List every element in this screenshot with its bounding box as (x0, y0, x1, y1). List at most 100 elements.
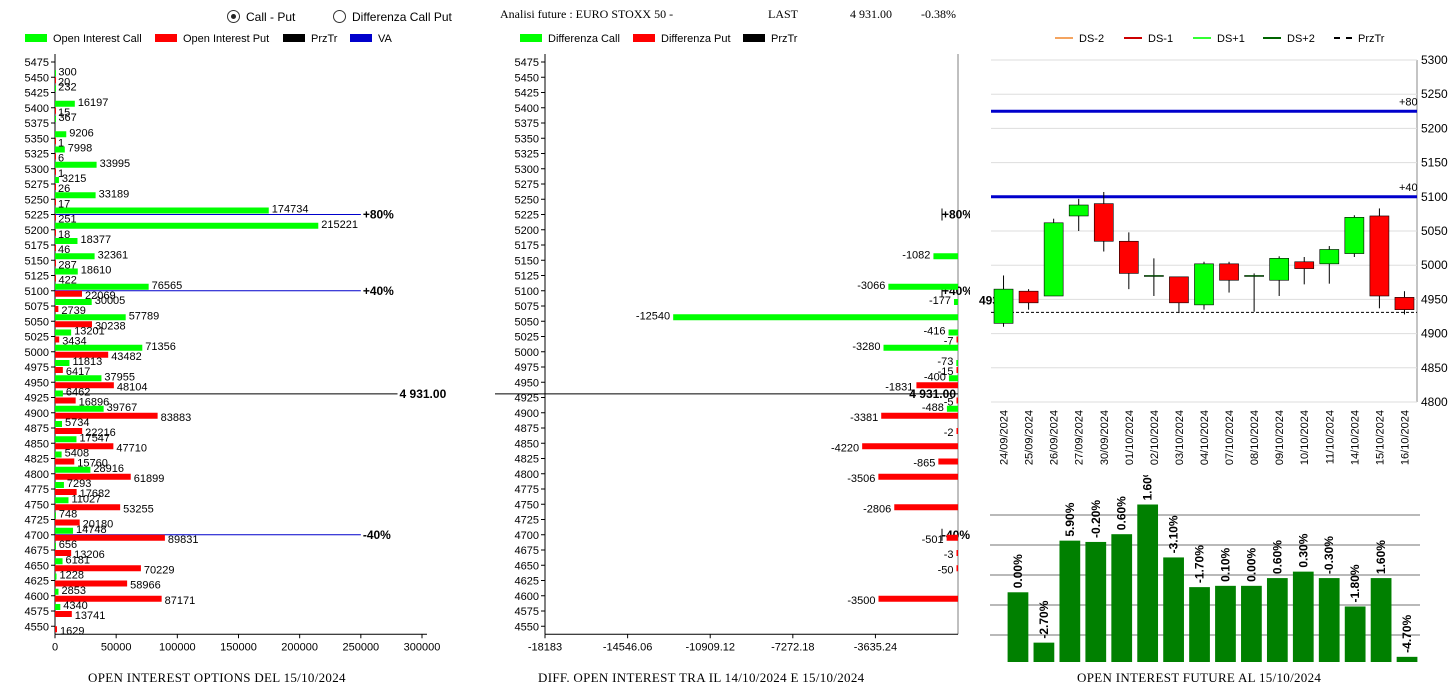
call-value-label: 748 (59, 509, 77, 521)
diff-put-bar (938, 458, 958, 465)
call-bar (55, 268, 78, 275)
strike-tick-label: 5125 (515, 271, 539, 283)
bar-value-label: 0.30% (1296, 533, 1310, 567)
strike-tick-label: 5000 (515, 347, 539, 359)
legend-label: Open Interest Call (53, 33, 142, 45)
legend-va: VA (350, 33, 392, 45)
put-value-label: 20180 (83, 519, 114, 531)
strike-tick-label: 4575 (25, 606, 49, 618)
call-bar (55, 116, 56, 122)
call-bar (55, 482, 64, 488)
legend-swatch (633, 34, 655, 42)
put-bar (55, 168, 56, 175)
put-bar (55, 443, 114, 450)
call-value-label: 3215 (62, 173, 86, 185)
strike-tick-label: 4725 (515, 515, 539, 527)
future-oi-bar (1370, 578, 1392, 662)
legend-label: VA (378, 33, 392, 45)
diff-value-label: -4220 (831, 442, 859, 454)
strike-tick-label: 4650 (25, 560, 49, 572)
x-tick-label: 50000 (101, 641, 132, 653)
price-tick-label: 5050 (1421, 224, 1448, 238)
oi-options-chart: 5475545054255400537553505325530052755250… (25, 54, 447, 653)
x-tick-label: 0 (52, 641, 58, 653)
put-bar (55, 580, 128, 587)
put-bar (55, 428, 83, 434)
diff-value-label: -501 (922, 534, 944, 546)
diff-put-bar (956, 367, 958, 373)
call-bar (55, 253, 95, 260)
call-value-label: 5734 (65, 417, 89, 429)
legend-ds-minus1: DS-1 (1124, 33, 1173, 45)
future-oi-bar (1215, 585, 1236, 662)
call-bar (55, 558, 63, 565)
put-value-label: 3434 (62, 336, 86, 348)
reference-label: +80% (942, 208, 970, 222)
diff-value-label: -177 (929, 295, 951, 307)
put-bar (55, 245, 56, 251)
put-bar (55, 153, 56, 160)
strike-tick-label: 5075 (25, 301, 49, 313)
radio-diff[interactable]: Differenza Call Put (333, 10, 452, 24)
call-value-label: 174734 (272, 204, 309, 216)
put-bar (55, 504, 121, 511)
level-label: +80 (1399, 96, 1418, 108)
x-tick-label: 200000 (281, 641, 318, 653)
candle-body (1319, 249, 1340, 265)
strike-tick-label: 4825 (515, 454, 539, 466)
call-bar (55, 588, 59, 595)
date-tick-label: 30/09/2024 (1099, 410, 1111, 465)
candle-body (1018, 290, 1039, 304)
call-value-label: 5408 (65, 448, 89, 460)
call-bar (55, 604, 61, 610)
date-tick-label: 10/10/2024 (1299, 410, 1311, 465)
strike-tick-label: 4725 (25, 515, 49, 527)
put-value-label: 46 (58, 244, 70, 256)
put-bar (55, 550, 72, 556)
diff-call-bar (933, 253, 958, 260)
diff-call-bar (948, 375, 958, 382)
diff-value-label: -416 (924, 326, 946, 338)
date-tick-label: 09/10/2024 (1274, 410, 1286, 465)
strike-tick-label: 5225 (515, 210, 539, 222)
legend-label: DS+2 (1287, 33, 1315, 45)
diff-value-label: -3280 (852, 341, 880, 353)
candle-body (1144, 275, 1164, 277)
future-oi-bar (1241, 585, 1262, 662)
call-value-label: 656 (59, 539, 77, 551)
diff-value-label: -3506 (847, 473, 875, 485)
radio-call-put[interactable]: Call - Put (227, 10, 295, 24)
put-bar (55, 397, 76, 404)
put-bar (55, 229, 56, 236)
candle-body (1394, 297, 1415, 310)
reference-label: +80% (363, 208, 394, 222)
legend-label: DS-1 (1148, 33, 1174, 45)
strike-tick-label: 5250 (25, 194, 49, 206)
put-value-label: 1629 (60, 625, 84, 637)
diff-value-label: -50 (938, 564, 954, 576)
diff-value-label: -2806 (863, 503, 891, 515)
diff-value-label: -73 (937, 356, 953, 368)
strike-tick-label: 5475 (515, 57, 539, 69)
diff-put-bar (881, 412, 958, 419)
strike-tick-label: 5375 (515, 118, 539, 130)
call-bar (55, 451, 62, 458)
call-value-label: 14748 (76, 524, 107, 536)
put-bar (55, 565, 141, 572)
date-tick-label: 24/09/2024 (999, 410, 1011, 465)
call-value-label: 17547 (79, 432, 110, 444)
legend-label: PrzTr (771, 33, 798, 45)
call-value-label: 33189 (99, 188, 130, 200)
bar-value-label: -3.10% (1167, 515, 1181, 553)
date-tick-label: 16/10/2024 (1399, 410, 1411, 465)
strike-tick-label: 4600 (515, 591, 539, 603)
x-tick-label: -18183 (528, 641, 562, 653)
strike-tick-label: 4775 (515, 484, 539, 496)
future-oi-bar (1085, 541, 1107, 662)
put-bar (55, 275, 56, 282)
call-value-label: 4340 (63, 600, 87, 612)
legend-diff-call: Differenza Call (520, 33, 620, 45)
level-label: +40 (1399, 182, 1418, 194)
strike-tick-label: 5350 (25, 133, 49, 145)
call-bar (55, 329, 72, 336)
